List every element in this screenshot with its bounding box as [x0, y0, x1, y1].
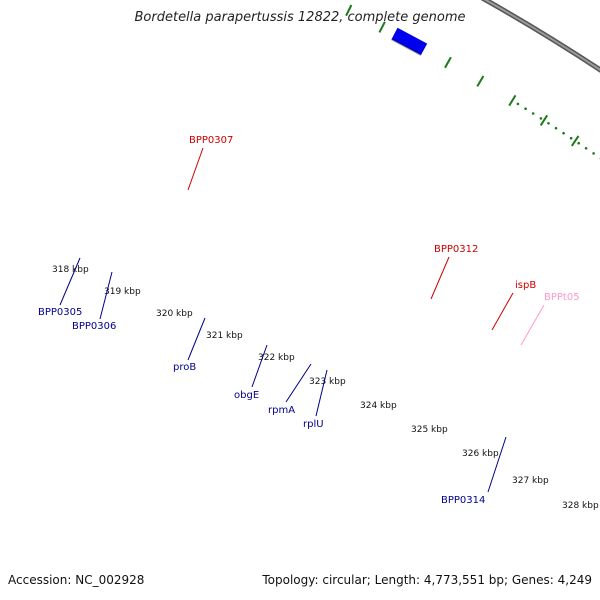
ruler-dot [592, 152, 595, 155]
scale-label: 326 kbp [462, 449, 499, 459]
gene-arrow-bpp0314-edge [391, 38, 422, 56]
ruler-dot [547, 122, 550, 125]
gene-label: BPP0307 [189, 135, 233, 146]
leader-line [520, 304, 545, 346]
leader-line [59, 257, 81, 306]
leader-line [491, 292, 514, 331]
leader-line [187, 317, 206, 361]
ruler-tick [378, 21, 386, 33]
ruler-dot [584, 147, 588, 150]
leader-line [285, 363, 312, 403]
gene-label: BPP0306 [72, 321, 116, 332]
scale-label: 319 kbp [104, 287, 141, 297]
scale-label: 323 kbp [309, 377, 346, 387]
accession-label: Accession: NC_002928 [8, 573, 145, 587]
scale-label: 321 kbp [206, 331, 243, 341]
leader-line [487, 436, 507, 493]
ruler-tick [539, 114, 549, 126]
gene-label: BPP0312 [434, 244, 478, 255]
ruler-dot [524, 107, 527, 110]
ruler-dot [569, 136, 573, 140]
gene-label: BPP0305 [38, 307, 82, 318]
scale-label: 327 kbp [512, 476, 549, 486]
scale-label: 318 kbp [52, 265, 89, 275]
leader-line [99, 271, 113, 320]
ruler-dot [539, 117, 543, 120]
gene-label: ispB [515, 280, 536, 291]
ruler-dot [516, 102, 520, 106]
ruler-tick [508, 94, 517, 107]
inner-ruler [516, 102, 600, 160]
gene-label: obgE [234, 390, 259, 401]
ruler-tick [570, 135, 580, 147]
ruler-dot [531, 112, 535, 115]
leader-line [315, 369, 328, 417]
ruler-tick [345, 4, 353, 17]
ruler-dot [562, 131, 565, 135]
scale-label: 320 kbp [156, 309, 193, 319]
inner-ticks [313, 0, 580, 147]
scale-label: 324 kbp [360, 401, 397, 411]
leader-line [187, 147, 204, 191]
gene-arrow-bpp0314 [391, 27, 428, 56]
gene-label: BPP0314 [441, 495, 485, 506]
scale-label: 322 kbp [258, 353, 295, 363]
map-title: Bordetella parapertussis 12822, complete… [134, 10, 466, 25]
leader-line [430, 256, 450, 300]
ruler-tick [476, 75, 485, 87]
ruler-dot [554, 126, 558, 130]
gene-label: BPPt05 [544, 292, 580, 303]
gene-arrow-bpp0314-body [391, 27, 428, 55]
leader-line [251, 344, 268, 388]
gene-label: rplU [303, 419, 324, 430]
genome-summary: Topology: circular; Length: 4,773,551 bp… [262, 573, 592, 587]
ruler-tick [444, 56, 452, 69]
gene-label: proB [173, 362, 196, 373]
scale-label: 325 kbp [411, 425, 448, 435]
gene-label: rpmA [268, 405, 295, 416]
ruler-dot [577, 141, 580, 145]
scale-label: 328 kbp [562, 501, 599, 511]
